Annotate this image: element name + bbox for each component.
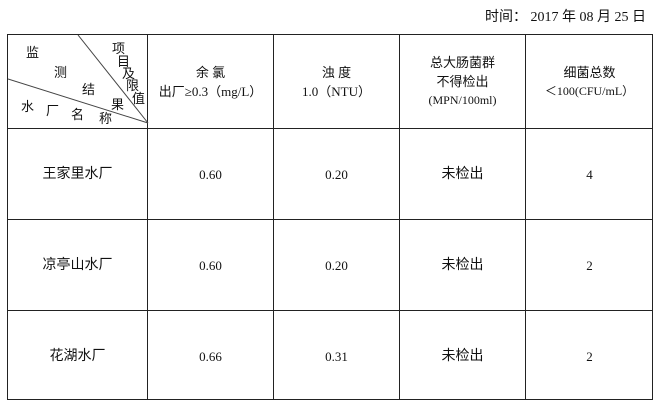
corner-char: 水 — [21, 99, 35, 114]
value-cell: 0.20 — [325, 166, 348, 182]
plant-name-cell: 花湖水厂 — [49, 348, 106, 364]
corner-char: 名 — [71, 107, 85, 122]
value-cell: 0.20 — [325, 257, 348, 273]
corner-char: 目 — [117, 54, 131, 69]
corner-char: 项 — [112, 41, 126, 56]
corner-char: 测 — [54, 65, 68, 80]
value-cell: 2 — [586, 348, 593, 364]
value-cell: 0.60 — [199, 257, 222, 273]
water-quality-table: 监 测 结 果 水 厂 名 称 项 目 及 限 值 余 氯出厂≥0.3（mg/L… — [7, 34, 653, 400]
corner-char: 值 — [132, 91, 146, 106]
value-cell: 未检出 — [441, 348, 484, 364]
corner-char: 结 — [82, 82, 96, 97]
column-header: 细菌总数 ＜100(CFU/mL） — [544, 64, 635, 98]
corner-char: 果 — [111, 97, 125, 112]
value-cell: 未检出 — [441, 166, 484, 182]
value-cell: 未检出 — [441, 257, 484, 273]
corner-char: 及 — [122, 66, 136, 81]
column-header: 浊 度 1.0（NTU） — [302, 64, 371, 99]
corner-char: 称 — [99, 111, 113, 126]
value-cell: 4 — [586, 166, 593, 182]
column-header: 总大肠菌群 不得检出 (MPN/100ml) — [428, 55, 497, 107]
corner-char: 限 — [126, 78, 140, 93]
plant-name-cell: 凉亭山水厂 — [42, 257, 113, 273]
value-cell: 2 — [586, 257, 593, 273]
corner-char: 厂 — [46, 103, 60, 118]
value-cell: 0.66 — [199, 348, 222, 364]
value-cell: 0.31 — [325, 348, 348, 364]
corner-char: 监 — [26, 45, 40, 60]
value-cell: 0.60 — [199, 166, 222, 182]
column-header: 余 氯出厂≥0.3（mg/L） — [158, 64, 263, 99]
plant-name-cell: 王家里水厂 — [42, 166, 113, 182]
corner-diagonals — [8, 35, 149, 124]
date-label: 时间： 2017 年 08 月 25 日 — [485, 10, 646, 25]
